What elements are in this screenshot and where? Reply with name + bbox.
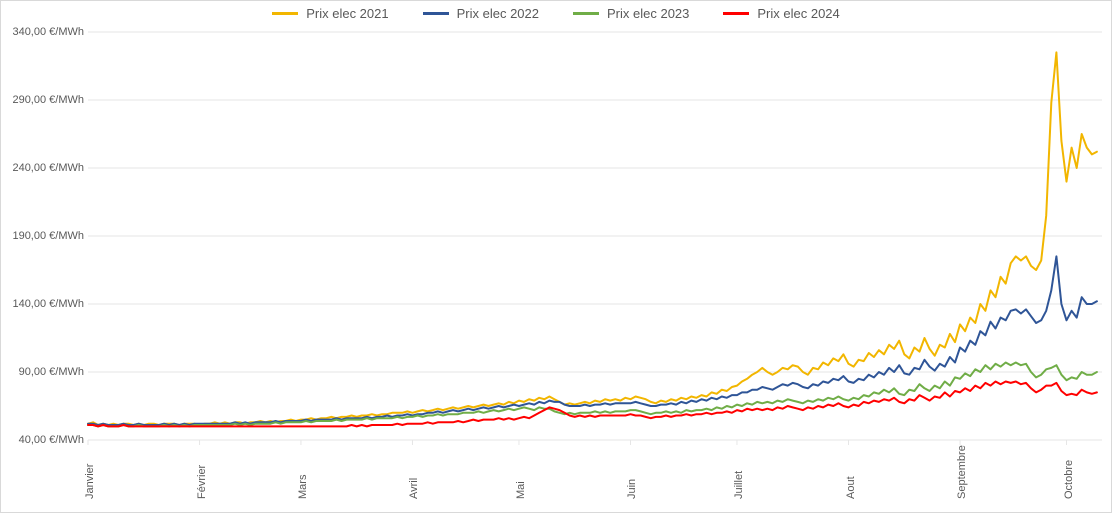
x-axis-labels: Janvier Février Mars Avril Mai Juin Juillet Aou… [0,440,1112,513]
x-tick-label: Juillet [733,471,745,499]
series-line [88,256,1097,425]
x-tick-label: Septembre [956,445,968,499]
x-tick-label: Aout [845,476,857,499]
series-line [88,382,1097,427]
x-tick-label: Mars [297,475,309,499]
chart-canvas [0,0,1112,513]
x-tick-label: Octobre [1063,460,1075,499]
x-tick-label: Février [196,465,208,499]
x-tick-label: Juin [626,479,638,499]
series-line [88,52,1097,425]
x-tick-label: Mai [515,481,527,499]
x-tick-label: Avril [408,478,420,499]
x-tick-label: Janvier [84,464,96,499]
line-chart: Prix elec 2021Prix elec 2022Prix elec 20… [0,0,1112,513]
